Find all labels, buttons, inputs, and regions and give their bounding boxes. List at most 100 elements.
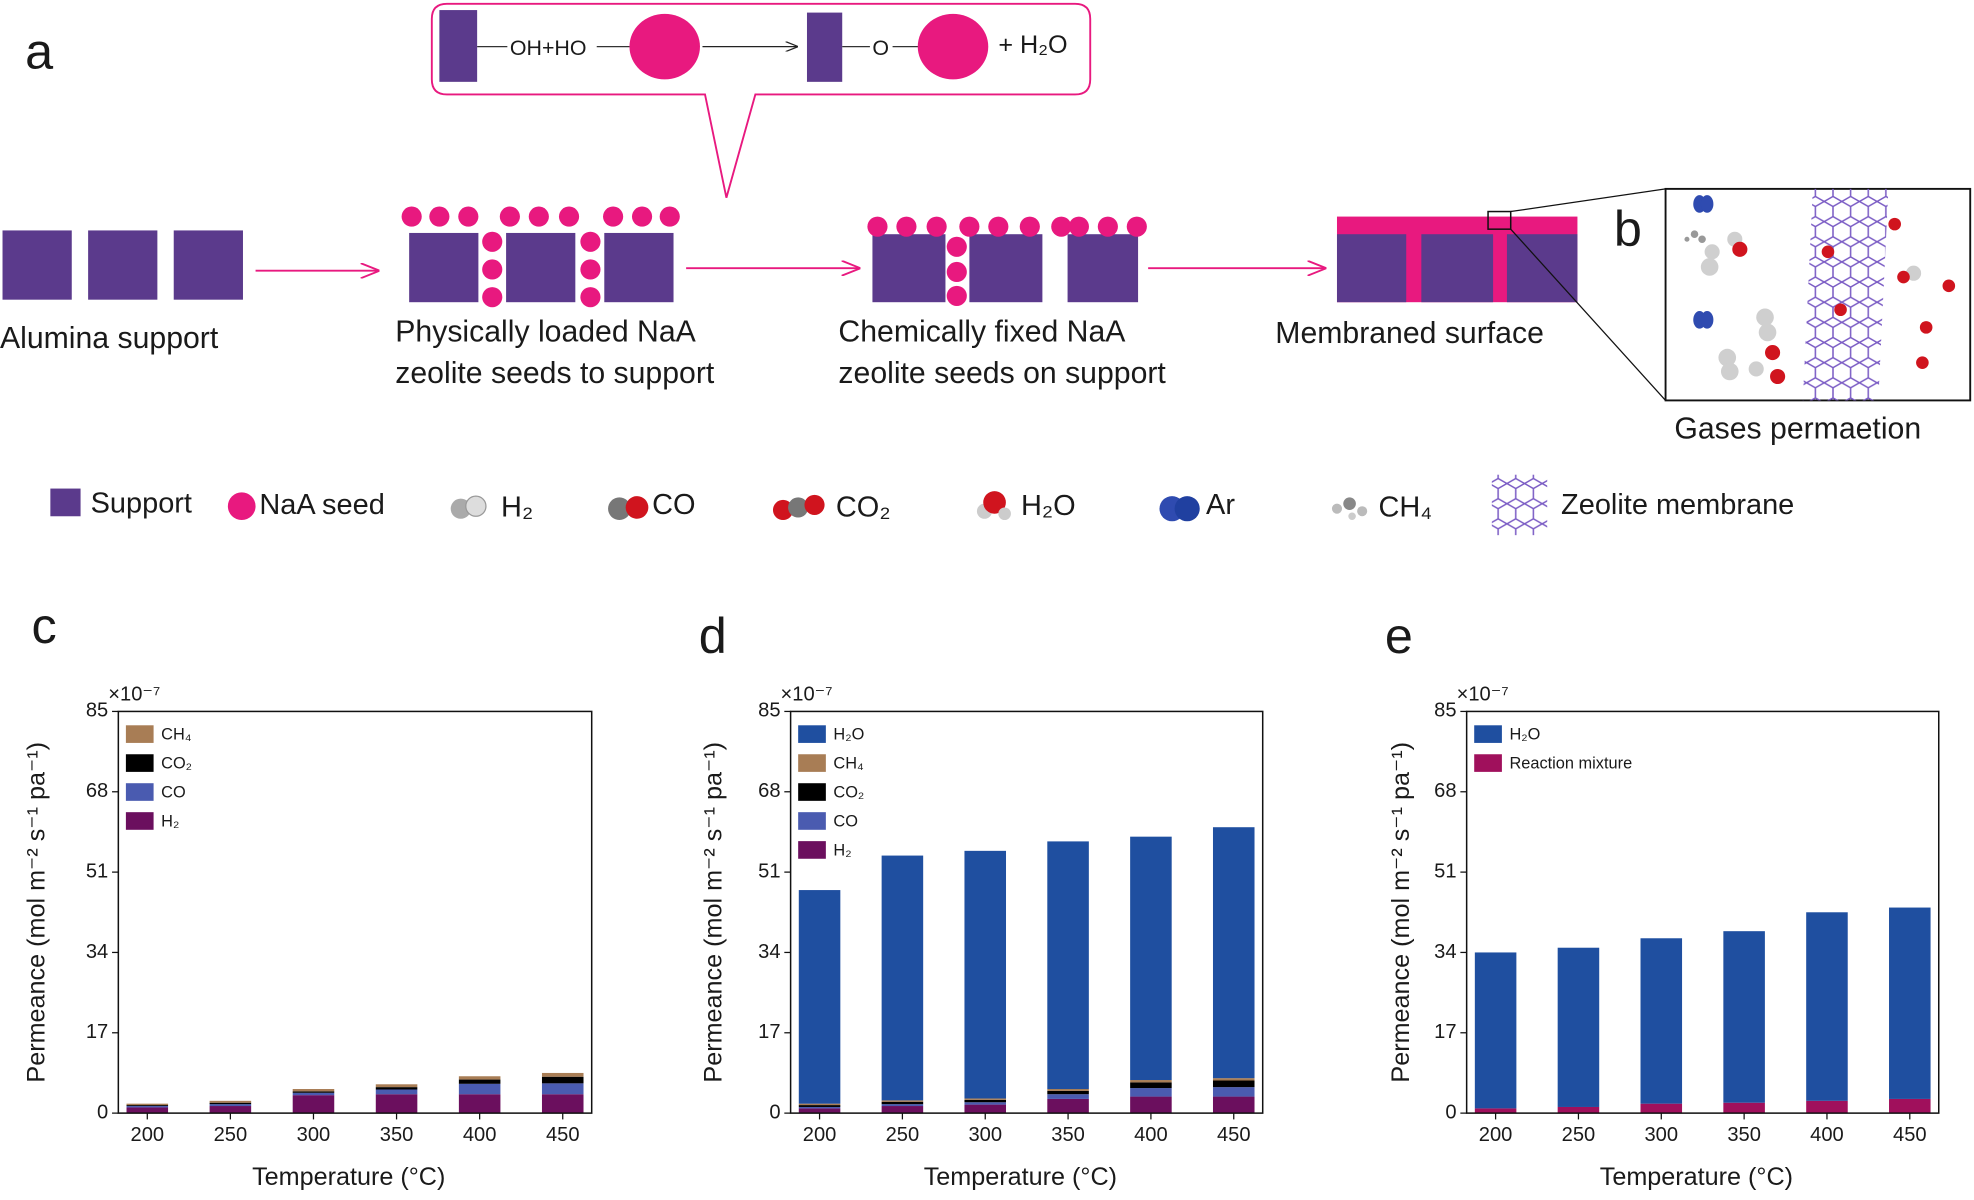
x-tick-label: 400 [1134,1124,1168,1146]
y-tick-label: 0 [1445,1101,1456,1123]
bar-segment [1212,827,1255,1079]
x-tick-label: 450 [1893,1124,1927,1146]
step-label: Physically loaded NaA [395,316,696,349]
bar-segment [126,1105,169,1107]
legend-swatch [798,812,826,830]
bar-segment [1047,1098,1089,1114]
bar-segment [798,1108,841,1114]
plot-frame [117,710,593,1114]
permeation-inset [1664,187,1972,402]
legend-label: CO₂ [161,755,192,773]
legend-label: Reaction mixture [1509,755,1632,773]
legend-label: CO [161,784,186,802]
bar-segment [1212,1078,1255,1081]
support-blocks [2,230,243,300]
legend-label: NaA seed [259,489,384,521]
bar-segment [1130,1082,1172,1089]
panel-label: e [1385,607,1413,664]
bar-segment [209,1100,252,1103]
bar-segment [1806,1100,1848,1114]
panel-label: c [31,597,56,654]
legend-label: H₂O [1021,490,1076,522]
bar-segment [964,1104,1007,1114]
bar-segment [1640,938,1683,1104]
x-tick-label: 350 [380,1124,414,1146]
x-tick-label: 400 [1810,1124,1844,1146]
y-tick-label: 0 [97,1101,108,1123]
legend-swatch [125,754,154,772]
y-tick-label: 17 [758,1021,780,1043]
bar-segment [798,1106,841,1109]
x-tick-label: 300 [968,1124,1002,1146]
bar-segment [541,1083,584,1095]
bar-segment [881,1100,924,1102]
y-tick-label: 34 [1434,941,1456,963]
inset-label: Gases permaetion [1674,413,1921,446]
legend-swatch [125,812,154,830]
reaction-text: O [872,36,889,60]
bar-segment [126,1106,169,1108]
x-tick-label: 250 [886,1124,920,1146]
bar-segment [1640,1103,1683,1114]
x-tick-label: 250 [1562,1124,1596,1146]
legend-label: H₂ [161,813,179,831]
y-axis-label: Permeance (mol m⁻² s⁻¹ pa⁻¹) [700,742,728,1083]
legend-swatch [798,841,826,859]
bar-segment [209,1106,252,1114]
legend-label: CH₄ [833,755,864,773]
x-tick-label: 450 [546,1124,580,1146]
panel-label: b [1614,200,1642,257]
y-tick-label: 51 [1434,860,1456,882]
bar-segment [292,1091,335,1093]
reaction-text: + H₂O [998,31,1067,59]
x-axis-label: Temperature (°C) [252,1163,445,1191]
y-axis-label: Permeance (mol m⁻² s⁻¹ pa⁻¹) [1387,742,1415,1083]
fixed-support [867,216,1147,306]
y-tick-label: 17 [1434,1021,1456,1043]
y-tick-label: 34 [758,941,780,963]
x-tick-label: 350 [1051,1124,1085,1146]
legend-label: Zeolite membrane [1561,489,1794,521]
step-label: zeolite seeds to support [395,357,715,390]
bar-segment [881,1104,924,1107]
bar-segment [1557,1106,1600,1114]
bar-segment [964,850,1007,1099]
bar-segment [1212,1080,1255,1088]
loaded-support [401,206,680,308]
bar-segment [292,1092,335,1096]
bar-segment [798,1105,841,1107]
bar-segment [458,1094,501,1114]
y-axis-label: Permeance (mol m⁻² s⁻¹ pa⁻¹) [22,742,50,1083]
step-label: Chemically fixed NaA [838,316,1126,349]
bar-segment [458,1079,501,1084]
bar-segment [541,1076,584,1084]
bar-segment [375,1084,418,1088]
bar-segment [1889,907,1931,1099]
bar-segment [126,1103,169,1106]
bar-segment [964,1102,1007,1105]
step-label: Membraned surface [1275,317,1544,350]
bar-segment [458,1083,501,1095]
y-tick-label: 0 [769,1101,780,1123]
bar-segment [881,1101,924,1105]
bar-segment [1806,912,1848,1101]
y-tick-label: 17 [86,1021,108,1043]
x-tick-label: 300 [1644,1124,1678,1146]
bar-segment [798,890,841,1104]
axis-multiplier: ×10⁻⁷ [108,683,160,705]
x-tick-label: 350 [1727,1124,1761,1146]
bar-segment [1474,1108,1517,1114]
y-tick-label: 51 [86,860,108,882]
bar-segment [541,1094,584,1114]
legend-label: Support [91,488,192,520]
reaction-bubble [430,2,1092,198]
legend-swatch [125,725,154,743]
x-tick-label: 200 [1479,1124,1513,1146]
legend-swatch [1474,754,1502,772]
legend-label: CO [833,813,858,831]
legend-label: H₂ [501,491,533,523]
panel-label: a [25,23,53,80]
x-tick-label: 450 [1217,1124,1251,1146]
